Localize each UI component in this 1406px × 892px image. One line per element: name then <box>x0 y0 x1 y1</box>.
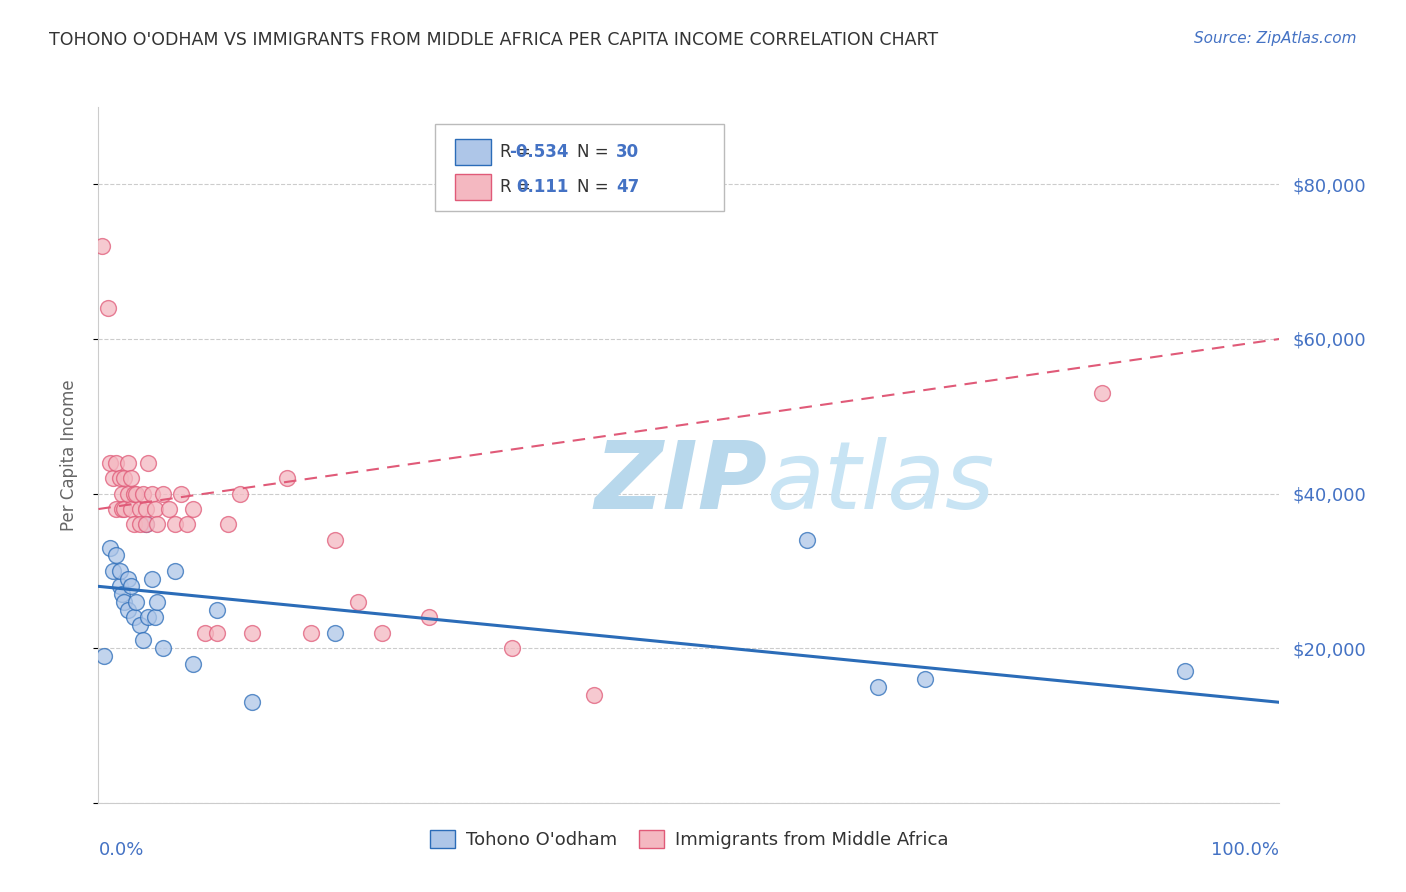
Text: -0.534: -0.534 <box>509 144 568 161</box>
Point <box>136 610 159 624</box>
Point <box>240 625 263 640</box>
Point <box>165 564 187 578</box>
Point <box>108 471 131 485</box>
Point <box>157 502 180 516</box>
Text: 30: 30 <box>616 144 640 161</box>
Point <box>135 517 157 532</box>
Point <box>170 486 193 500</box>
Point <box>121 502 143 516</box>
Point <box>583 688 606 702</box>
Point <box>240 695 263 709</box>
Point <box>217 517 239 532</box>
Point <box>152 486 174 500</box>
Point <box>141 486 163 500</box>
Point <box>135 517 157 532</box>
Point <box>1091 386 1114 401</box>
FancyBboxPatch shape <box>434 124 724 211</box>
Text: 100.0%: 100.0% <box>1212 841 1279 859</box>
Point <box>181 657 204 671</box>
Point <box>112 471 135 485</box>
Point <box>105 549 128 563</box>
Point <box>91 239 114 253</box>
Point <box>371 625 394 640</box>
Point <box>122 610 145 624</box>
Point <box>111 502 134 516</box>
Point <box>229 486 252 500</box>
Point <box>98 456 121 470</box>
Point <box>101 564 124 578</box>
Point <box>194 625 217 640</box>
Point <box>276 471 298 485</box>
Point <box>108 564 131 578</box>
Point <box>117 572 139 586</box>
Point <box>205 625 228 640</box>
Point <box>132 633 155 648</box>
Point <box>143 502 166 516</box>
Point <box>101 471 124 485</box>
Text: 0.0%: 0.0% <box>98 841 143 859</box>
Point <box>323 625 346 640</box>
Point <box>418 610 440 624</box>
Point <box>128 517 150 532</box>
Point <box>176 517 198 532</box>
Point <box>796 533 818 547</box>
Point <box>128 618 150 632</box>
Point <box>105 456 128 470</box>
Point <box>135 502 157 516</box>
Point <box>143 610 166 624</box>
Point <box>111 587 134 601</box>
Point <box>146 595 169 609</box>
Point <box>347 595 370 609</box>
Point <box>141 572 163 586</box>
FancyBboxPatch shape <box>456 174 491 201</box>
Point <box>205 602 228 616</box>
Point <box>323 533 346 547</box>
Text: 47: 47 <box>616 178 640 196</box>
Y-axis label: Per Capita Income: Per Capita Income <box>59 379 77 531</box>
Text: R =: R = <box>501 178 530 196</box>
Point <box>97 301 120 315</box>
Text: TOHONO O'ODHAM VS IMMIGRANTS FROM MIDDLE AFRICA PER CAPITA INCOME CORRELATION CH: TOHONO O'ODHAM VS IMMIGRANTS FROM MIDDLE… <box>49 31 938 49</box>
Point <box>105 502 128 516</box>
Point <box>117 456 139 470</box>
Point <box>117 486 139 500</box>
Point <box>125 486 148 500</box>
Point <box>1174 665 1197 679</box>
Point <box>117 602 139 616</box>
Legend: Tohono O'odham, Immigrants from Middle Africa: Tohono O'odham, Immigrants from Middle A… <box>422 823 956 856</box>
Point <box>93 648 115 663</box>
Text: N =: N = <box>576 178 609 196</box>
Text: ZIP: ZIP <box>595 437 768 529</box>
Point <box>866 680 889 694</box>
Text: Source: ZipAtlas.com: Source: ZipAtlas.com <box>1194 31 1357 46</box>
Text: atlas: atlas <box>766 437 994 528</box>
Point <box>122 486 145 500</box>
FancyBboxPatch shape <box>456 139 491 166</box>
Point <box>98 541 121 555</box>
Text: R =: R = <box>501 144 530 161</box>
Point <box>111 486 134 500</box>
Point <box>152 641 174 656</box>
Point <box>132 486 155 500</box>
Text: 0.111: 0.111 <box>516 178 568 196</box>
Point <box>146 517 169 532</box>
Point <box>299 625 322 640</box>
Point <box>121 579 143 593</box>
Point <box>128 502 150 516</box>
Point <box>122 517 145 532</box>
Point <box>136 456 159 470</box>
Text: N =: N = <box>576 144 609 161</box>
Point <box>112 502 135 516</box>
Point <box>121 471 143 485</box>
Point <box>108 579 131 593</box>
Point <box>165 517 187 532</box>
Point <box>112 595 135 609</box>
Point <box>914 672 936 686</box>
Point <box>181 502 204 516</box>
Point <box>501 641 523 656</box>
Point <box>125 595 148 609</box>
